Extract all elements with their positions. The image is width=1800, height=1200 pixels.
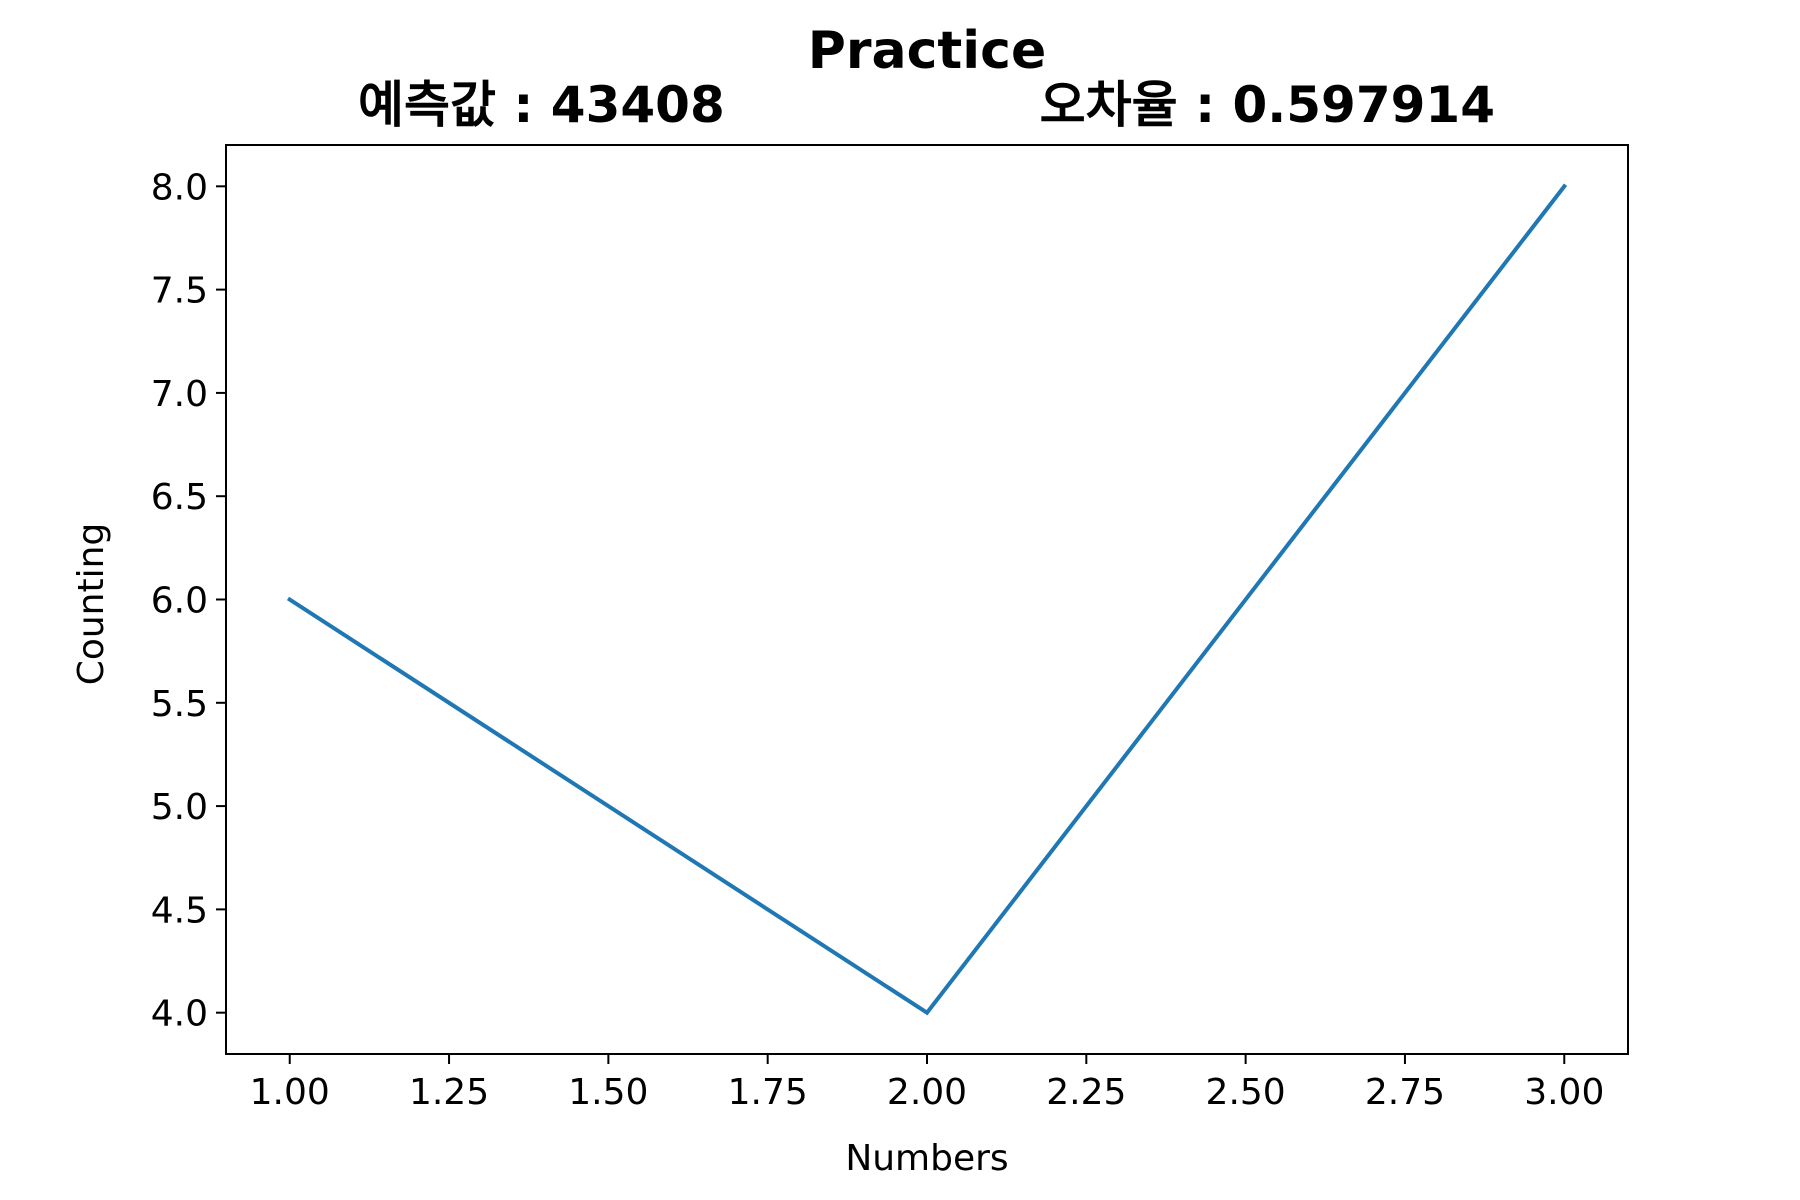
plot-area: 1.00 1.25 1.50 1.75 2.00 2.25 2.50 2.75 3.00 4.0 4… (151, 144, 1629, 1113)
y-axis-label: Counting (71, 523, 112, 686)
predicted-value-label: 예측값 : 43408 (358, 76, 725, 134)
x-tick-label: 2.50 (1206, 1072, 1286, 1113)
x-tick-label: 2.25 (1046, 1072, 1126, 1113)
y-tick-label: 5.5 (151, 684, 208, 725)
y-tick-label: 4.0 (151, 994, 208, 1035)
x-tick-label: 3.00 (1524, 1072, 1604, 1113)
chart-title: Practice (808, 21, 1046, 81)
x-tick-label: 2.00 (887, 1072, 967, 1113)
error-rate-label: 오차율 : 0.597914 (1040, 76, 1495, 134)
y-tick-label: 7.0 (151, 374, 208, 415)
x-tick-label: 2.75 (1365, 1072, 1445, 1113)
x-tick-label: 1.75 (728, 1072, 808, 1113)
x-tick-label: 1.25 (409, 1072, 489, 1113)
x-tick-label: 1.50 (568, 1072, 648, 1113)
x-axis-label: Numbers (845, 1138, 1008, 1179)
y-tick-label: 8.0 (151, 167, 208, 208)
y-tick-label: 7.5 (151, 271, 208, 312)
axes-frame (225, 144, 1629, 1055)
x-tick-label: 1.00 (250, 1072, 330, 1113)
y-tick-label: 6.5 (151, 477, 208, 518)
y-tick-label: 6.0 (151, 581, 208, 622)
series-line-0 (286, 183, 1568, 1016)
y-tick-label: 4.5 (151, 890, 208, 931)
y-tick-label: 5.0 (151, 787, 208, 828)
